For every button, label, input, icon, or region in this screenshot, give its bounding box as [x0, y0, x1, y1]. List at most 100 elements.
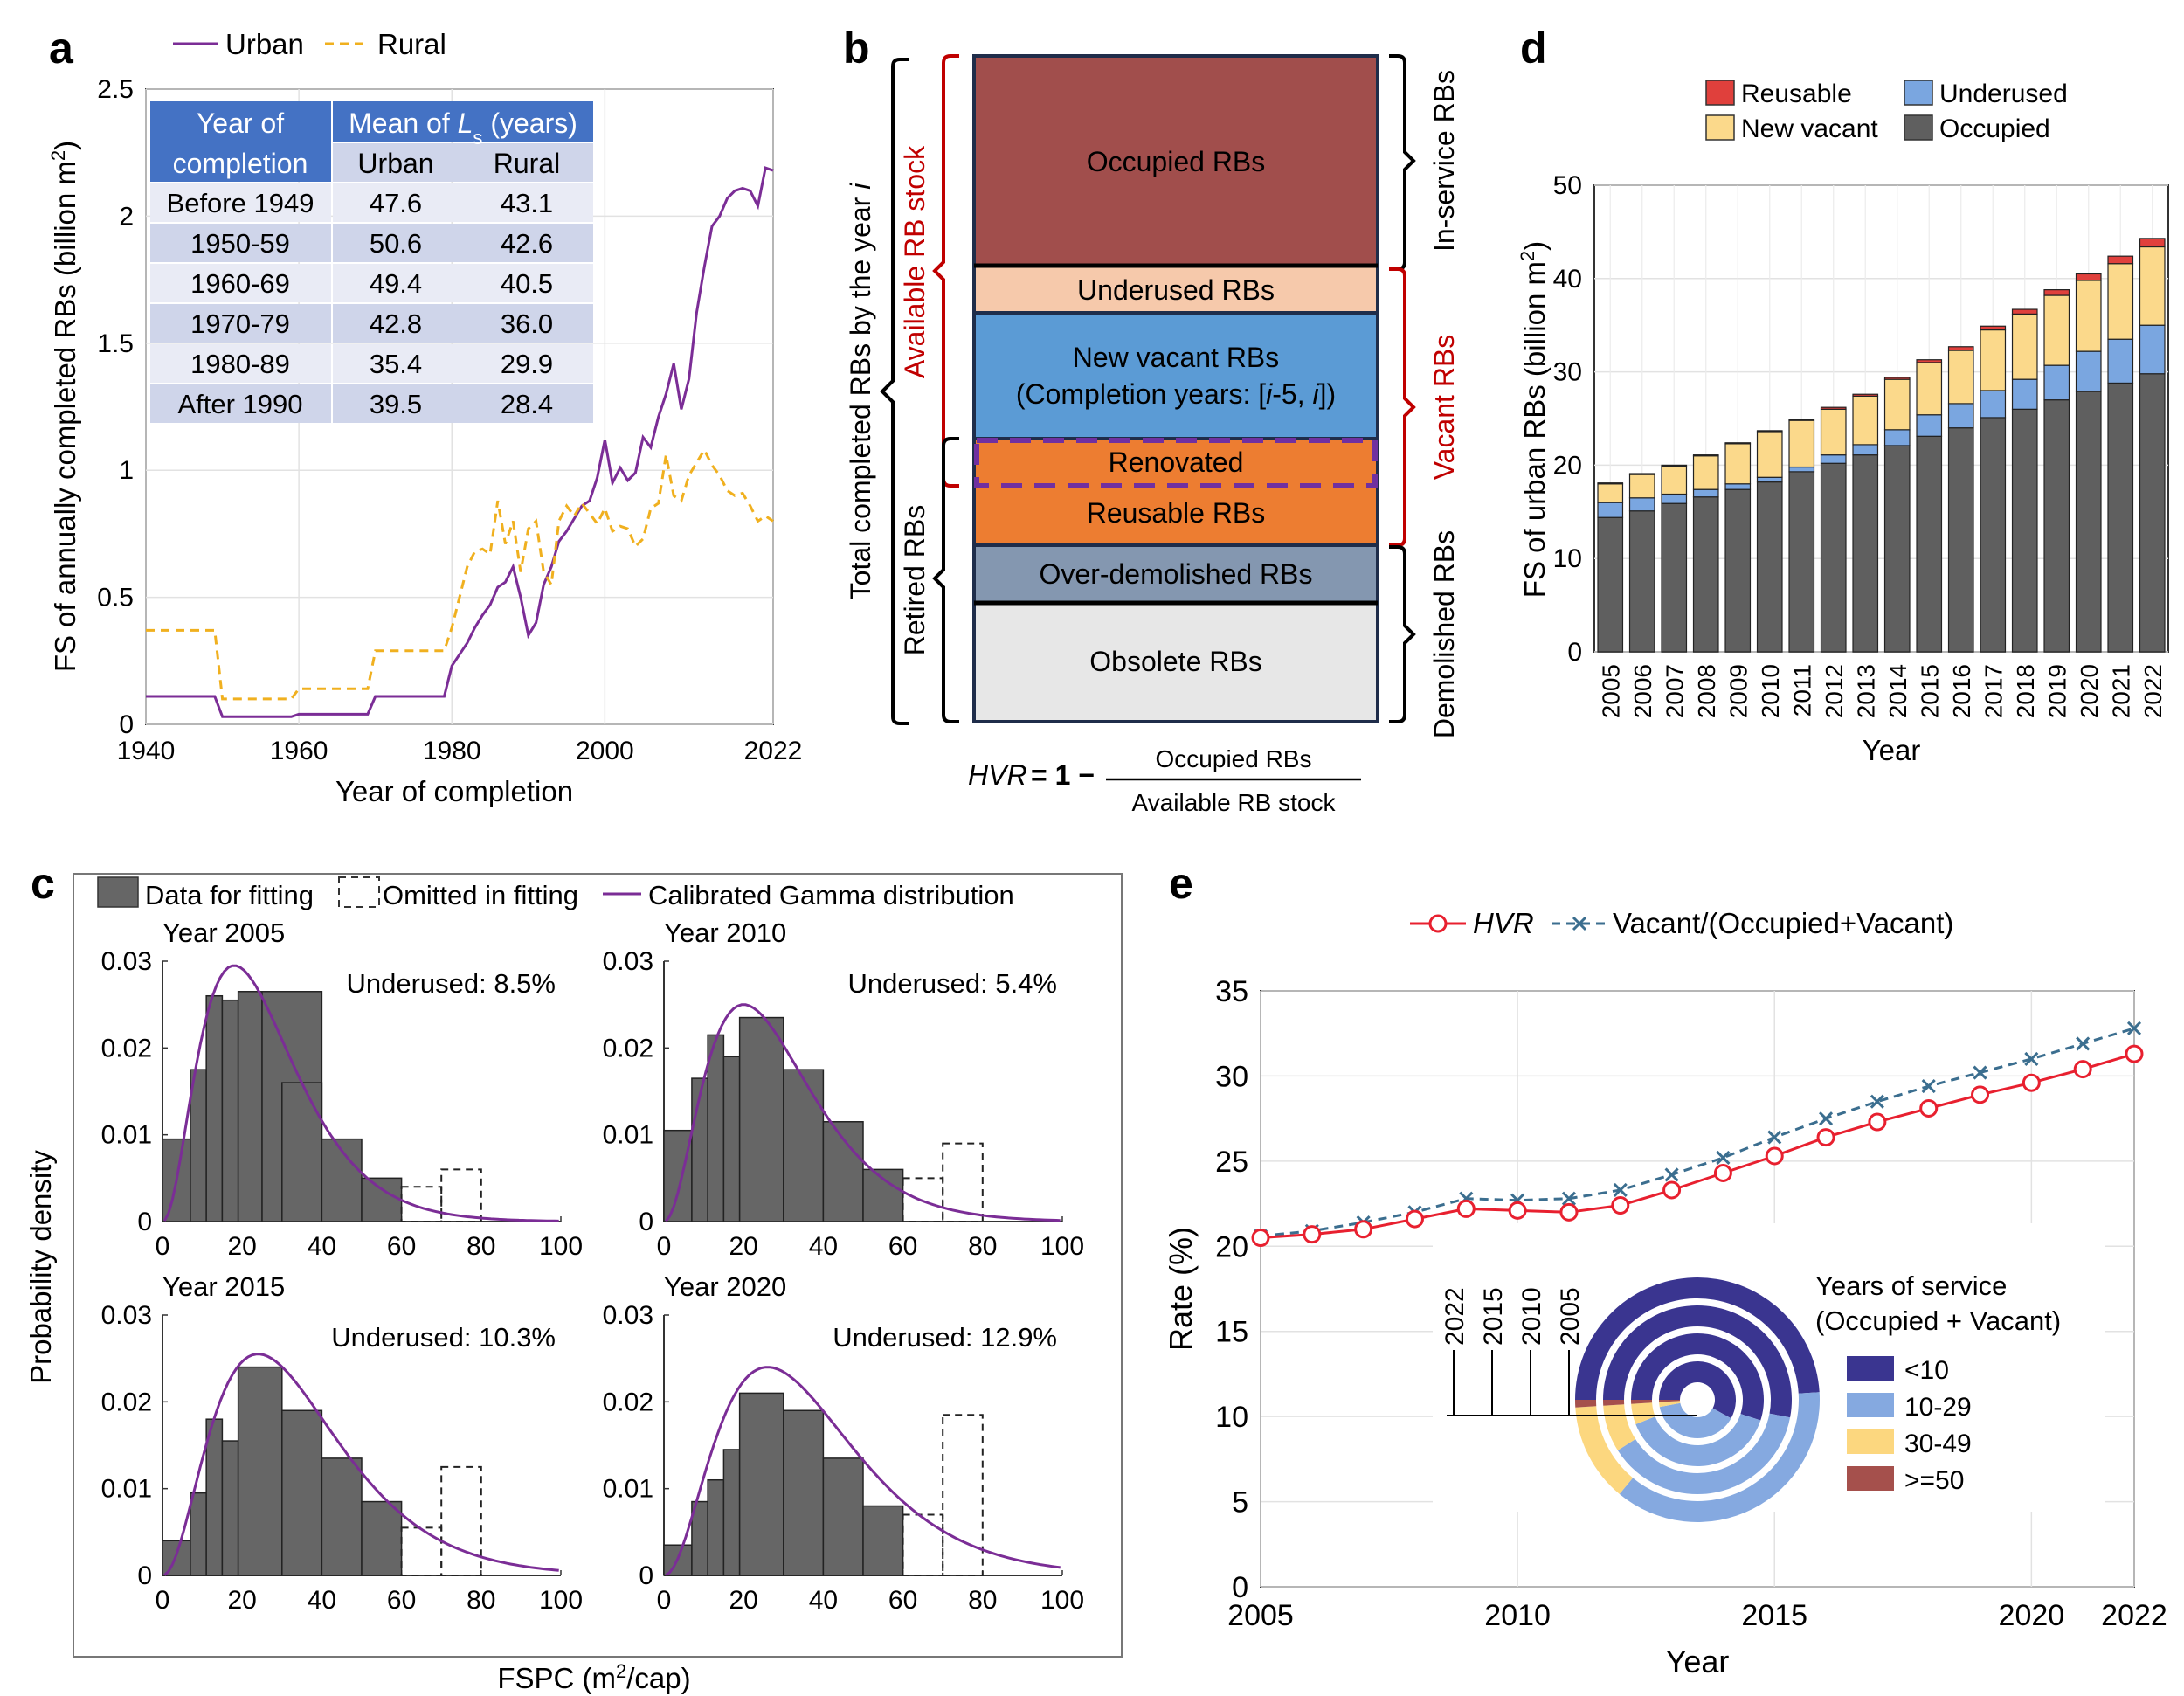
years-of-service-inset: 2022 2015 2010 2005 Years of service (Occup… — [1433, 1223, 2105, 1522]
x-tick-label: 2011 — [1788, 664, 1815, 716]
table-urban-value: 42.8 — [370, 308, 422, 339]
bracket-in-service — [1389, 54, 1416, 271]
panel-c-xlabel-post: /cap) — [626, 1662, 690, 1694]
table-header-cell — [333, 101, 593, 142]
panel-a-ylabel: FS of annually completed RBs (billion m2… — [47, 141, 82, 672]
ring-segment-2010 — [1631, 1400, 1653, 1404]
bar-underused-2014 — [1883, 429, 1911, 446]
table-row-cell — [150, 384, 331, 423]
y-tick-label: 0 — [1232, 1571, 1248, 1604]
hist-bar-fit — [190, 1492, 207, 1576]
x-tick-label: 2005 — [1597, 664, 1624, 718]
label-total-completed-text: Total completed RBs by the year — [845, 190, 876, 600]
table-row-cell — [333, 264, 593, 302]
vacant-ratio-marker — [1561, 1191, 1577, 1206]
formula-denominator: Available RB stock — [1132, 789, 1337, 816]
x-tick-label: 40 — [308, 1586, 336, 1615]
ring-label-2010: 2010 — [1517, 1287, 1546, 1346]
y-tick-label: 30 — [1553, 358, 1582, 387]
label-demolished: Demolished RBs — [1428, 530, 1460, 738]
x-tick-label: 2010 — [1484, 1599, 1551, 1632]
hist-bar-fit — [281, 1082, 323, 1222]
label-underused: Underused RBs — [1077, 274, 1275, 306]
x-tick-label: 2017 — [1980, 664, 2007, 718]
hvr-marker — [1354, 1220, 1373, 1239]
x-tick-label: 2020 — [2076, 664, 2103, 718]
label-reusable: Reusable RBs — [1087, 497, 1266, 529]
panel-e-ticks: 2005 2010 2015 2020 2022 0 5 10 15 20 25 30 35 — [1215, 975, 2167, 1632]
vacant-ratio-marker — [1870, 1094, 1884, 1109]
bar-new-vacant-2010 — [1756, 431, 1783, 478]
hvr-marker — [1405, 1209, 1424, 1229]
bar-underused-2006 — [1628, 497, 1655, 512]
legend-new-vacant-label: New vacant — [1741, 114, 1878, 143]
legend-urban-label: Urban — [225, 28, 304, 60]
bar-reusable-2014 — [1883, 377, 1911, 380]
x-tick-label: 20 — [228, 1232, 257, 1261]
x-tick-label: 0 — [657, 1586, 672, 1615]
hvr-marker — [1456, 1199, 1476, 1218]
bar-underused-2012 — [1820, 454, 1847, 464]
inset-legend-label-3: >=50 — [1904, 1466, 1964, 1495]
hist-bar-omitted — [400, 1186, 443, 1223]
legend-fit-label: Data for fitting — [145, 880, 314, 910]
bar-new-vacant-2009 — [1724, 443, 1752, 485]
hist-bar-fit — [237, 991, 263, 1222]
x-tick-label: 2012 — [1821, 664, 1848, 718]
bar-new-vacant-2020 — [2075, 280, 2102, 352]
label-available-stock: Available RB stock — [899, 145, 930, 378]
hvr-marker — [1713, 1163, 1732, 1182]
table-urban-value: 39.5 — [370, 389, 422, 419]
ring-segment-2022 — [1575, 1277, 1820, 1400]
hist-bar-fit — [783, 1069, 825, 1222]
bar-occupied-2008 — [1692, 496, 1719, 653]
hist-bar-fit — [321, 1138, 363, 1222]
y-tick-label: 0.03 — [101, 1301, 152, 1330]
bracket-vacant — [1389, 267, 1416, 547]
bar-new-vacant-2005 — [1597, 483, 1624, 503]
x-tick-label: 60 — [387, 1586, 416, 1615]
hvr-marker — [1765, 1146, 1784, 1166]
bar-reusable-2007 — [1661, 464, 1688, 467]
hist-bar-fit — [738, 1392, 784, 1576]
bar-reusable-2008 — [1692, 454, 1719, 457]
label-renovated: Renovated — [1109, 446, 1244, 478]
bar-occupied-2020 — [2075, 391, 2102, 653]
table-urban-value: 47.6 — [370, 188, 422, 218]
bracket-available — [932, 54, 959, 488]
hist-bar-fit — [722, 1449, 741, 1576]
label-vacant: Vacant RBs — [1428, 335, 1460, 481]
hist-bar-fit — [205, 1418, 224, 1576]
x-tick-label: 2013 — [1852, 664, 1879, 718]
panel-a-gridlines — [145, 88, 774, 725]
table-col2-header-suffix: (years) — [482, 107, 577, 139]
bar-underused-2005 — [1597, 502, 1624, 518]
hist-bar-fit — [707, 1478, 725, 1576]
hist-bar-fit — [822, 1457, 864, 1576]
hvr-marker — [1508, 1201, 1527, 1220]
panel-c-ylabel: Probability density — [24, 1150, 57, 1384]
hist-bar-fit — [361, 1500, 403, 1576]
x-tick-label: 2021 — [2107, 664, 2134, 718]
ring-label-2005: 2005 — [1556, 1287, 1585, 1346]
hvr-marker — [2125, 1044, 2144, 1063]
hvr-marker — [1971, 1085, 1990, 1104]
block-new-vacant — [972, 311, 1379, 440]
label-new-vacant-years-mid: -5, — [1272, 378, 1312, 410]
label-total-completed-i: i — [845, 183, 876, 190]
bar-new-vacant-2011 — [1788, 419, 1815, 468]
histogram-title: Year 2005 — [162, 917, 285, 948]
legend-occupied-label: Occupied — [1939, 114, 2050, 143]
panel-c-histograms: Data for fitting Omitted in fitting Cali… — [24, 873, 1123, 1694]
bar-reusable-2022 — [2139, 238, 2166, 248]
y-tick-label: 1.5 — [97, 329, 134, 358]
ring-segment-2015 — [1603, 1400, 1625, 1406]
inset-legend-swatch-2 — [1847, 1429, 1894, 1454]
bracket-total — [880, 58, 909, 725]
histogram-2015: 0 20 40 60 80 100 0 0.01 0.02 0.03 Year 2015 Underu… — [101, 1271, 583, 1615]
table-subheader-rural: Rural — [494, 148, 560, 179]
hist-bar-fit — [205, 994, 224, 1222]
bar-underused-2016 — [1947, 403, 1974, 429]
panel-d-xlabel: Year — [1863, 734, 1921, 766]
